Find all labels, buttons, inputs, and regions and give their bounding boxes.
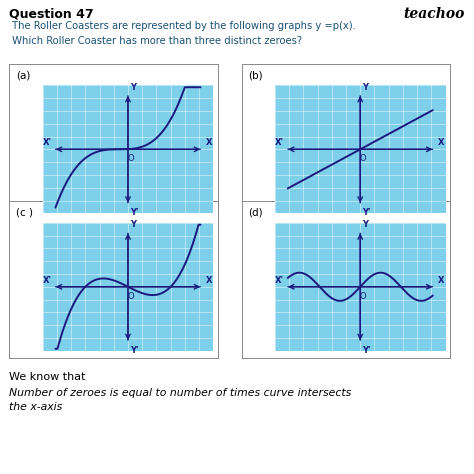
Text: X': X' <box>275 138 284 147</box>
Text: Y: Y <box>130 83 136 91</box>
Text: teachoo: teachoo <box>403 7 465 21</box>
Text: (d): (d) <box>248 208 263 218</box>
Text: X: X <box>206 138 212 147</box>
Text: Question 47: Question 47 <box>9 7 94 20</box>
Text: X: X <box>206 276 212 285</box>
Text: (c ): (c ) <box>16 208 33 218</box>
Text: We know that: We know that <box>9 372 86 382</box>
Text: Y': Y' <box>363 346 371 355</box>
Text: Y: Y <box>130 220 136 229</box>
Text: the x-axis: the x-axis <box>9 402 63 412</box>
Text: Which Roller Coaster has more than three distinct zeroes?: Which Roller Coaster has more than three… <box>9 36 302 46</box>
Text: Y': Y' <box>130 346 139 355</box>
Text: (b): (b) <box>248 70 263 80</box>
Text: X': X' <box>43 276 52 285</box>
Text: O: O <box>360 155 366 164</box>
Text: X: X <box>438 276 445 285</box>
Text: O: O <box>128 292 134 301</box>
Text: The Roller Coasters are represented by the following graphs y =p(x).: The Roller Coasters are represented by t… <box>9 21 356 31</box>
Text: X: X <box>438 138 445 147</box>
Text: Y': Y' <box>363 208 371 217</box>
Text: Y: Y <box>363 220 368 229</box>
Text: Y': Y' <box>130 208 139 217</box>
Text: O: O <box>128 155 134 164</box>
Text: Number of zeroes is equal to number of times curve intersects: Number of zeroes is equal to number of t… <box>9 388 352 398</box>
Text: O: O <box>360 292 366 301</box>
Text: X': X' <box>275 276 284 285</box>
Text: (a): (a) <box>16 70 30 80</box>
Text: Y: Y <box>363 83 368 91</box>
Text: X': X' <box>43 138 52 147</box>
